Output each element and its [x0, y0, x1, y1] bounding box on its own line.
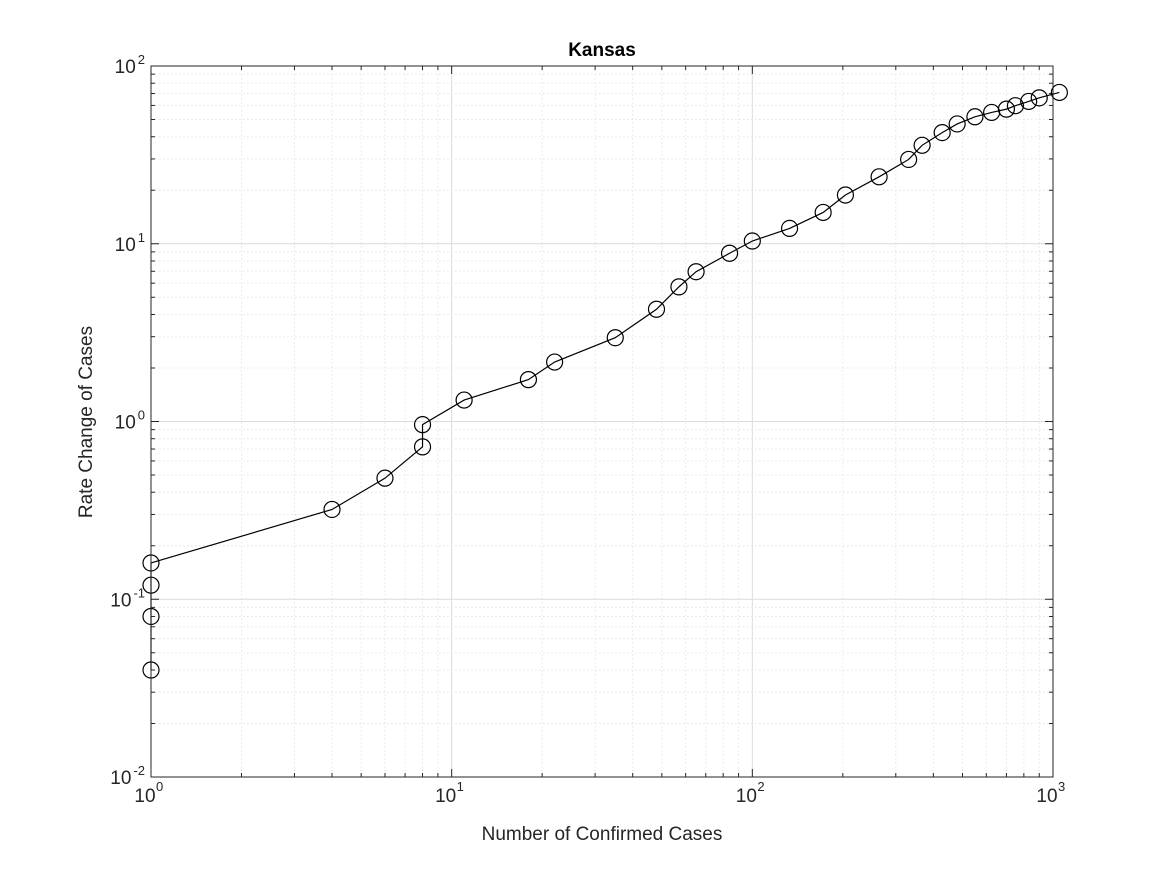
x-tick-label-exponent: 3 — [1058, 779, 1065, 794]
data-point — [966, 108, 984, 126]
y-tick-label-exponent: -2 — [133, 763, 145, 778]
data-point — [933, 124, 951, 142]
x-axis-label: Number of Confirmed Cases — [482, 824, 723, 845]
data-point — [687, 263, 705, 281]
data-point — [900, 150, 918, 169]
y-tick-label-base: 10 — [115, 57, 136, 78]
data-point — [670, 278, 688, 296]
data-point — [1006, 97, 1025, 115]
data-point — [1020, 92, 1038, 111]
data-point — [780, 219, 799, 237]
data-point — [376, 469, 394, 487]
data-series — [142, 83, 1068, 679]
x-tick-label-base: 10 — [1036, 786, 1057, 807]
y-tick-label-exponent: 0 — [138, 408, 145, 423]
y-tick-label: 010 — [115, 408, 145, 434]
x-tick-label-exponent: 1 — [457, 779, 464, 794]
data-point — [606, 329, 624, 347]
data-point — [870, 168, 888, 186]
x-tick-label-exponent: 0 — [156, 779, 163, 794]
data-point — [948, 115, 966, 133]
x-tick-label-base: 10 — [134, 786, 155, 807]
data-point — [519, 371, 538, 389]
y-tick-label: -210 — [110, 763, 145, 789]
data-point — [720, 244, 739, 262]
data-point — [323, 500, 341, 519]
y-axis-label: Rate Change of Cases — [76, 326, 97, 518]
y-tick-label-base: 10 — [115, 413, 136, 434]
x-tick-label: 10 2 — [736, 779, 765, 807]
y-tick-label: 210 — [115, 52, 145, 78]
data-point — [997, 100, 1016, 118]
data-point — [743, 232, 761, 250]
data-point — [455, 391, 473, 409]
y-tick-label-base: 10 — [110, 590, 131, 611]
x-tick-label-base: 10 — [736, 786, 757, 807]
data-point — [913, 136, 931, 154]
grid — [150, 65, 1054, 778]
plot-frame — [150, 65, 1054, 778]
data-point — [836, 186, 855, 204]
series-line — [150, 91, 1060, 670]
data-point — [546, 353, 564, 371]
x-tick-label-exponent: 2 — [757, 779, 764, 794]
data-point — [1050, 83, 1068, 102]
x-tick-label: 10 0 — [134, 779, 163, 807]
data-point — [814, 203, 832, 222]
chart-title: Kansas — [568, 40, 636, 61]
x-tick-label: 10 1 — [435, 779, 464, 807]
y-tick-label-exponent: 2 — [138, 52, 145, 67]
y-tick-label: -110 — [110, 585, 145, 611]
x-tick-label-base: 10 — [435, 786, 456, 807]
x-tick-label: 10 3 — [1036, 779, 1065, 807]
y-tick-label-exponent: 1 — [138, 230, 145, 245]
y-tick-label: 110 — [115, 230, 145, 256]
data-point — [1030, 89, 1048, 107]
y-tick-label-base: 10 — [110, 768, 131, 789]
y-tick-label-base: 10 — [115, 235, 136, 256]
data-point — [647, 300, 666, 318]
data-point — [413, 438, 432, 456]
y-tick-label-exponent: -1 — [133, 585, 145, 600]
data-point — [413, 416, 432, 434]
